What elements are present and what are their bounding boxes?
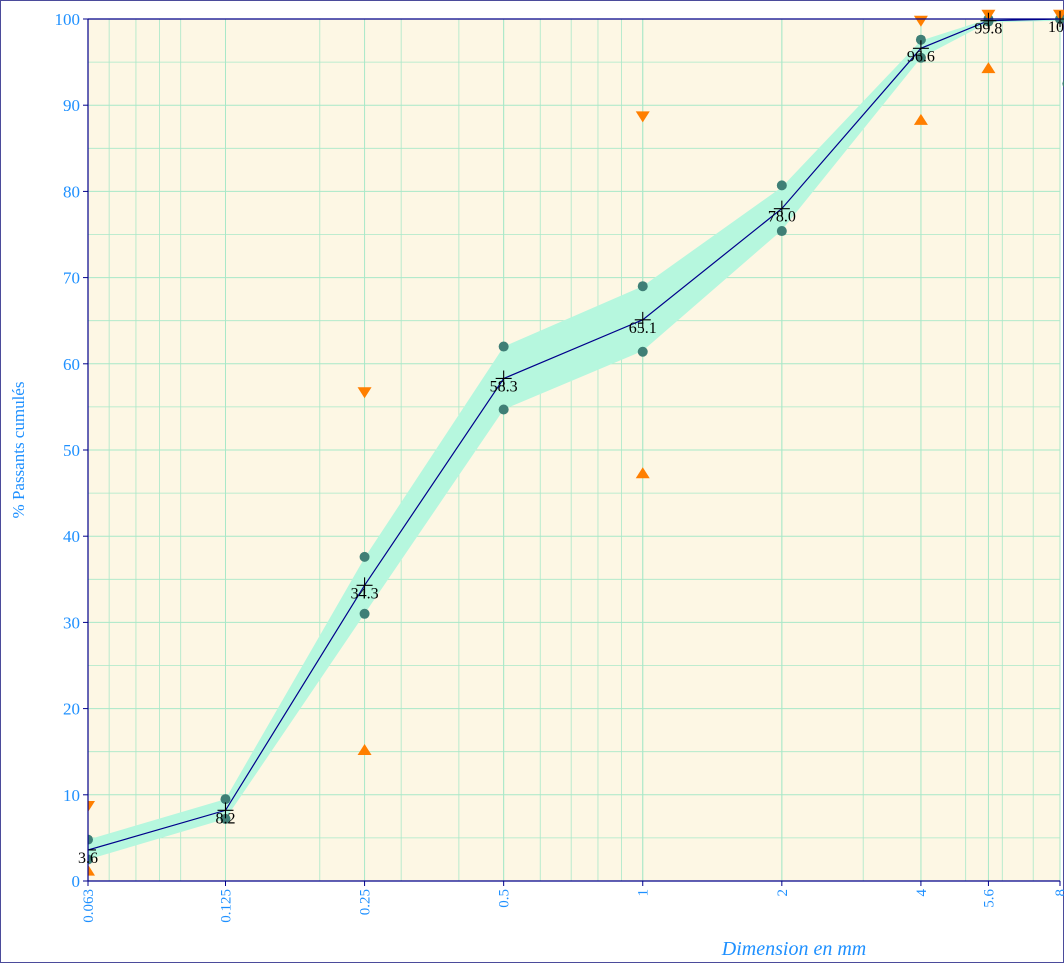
sample-point <box>777 180 787 190</box>
x-tick-label: 2 <box>775 889 791 897</box>
x-tick-label: 0.063 <box>81 889 97 923</box>
y-tick-label: 10 <box>63 786 80 805</box>
point-value-label: 3.6 <box>78 850 98 867</box>
y-tick-label: 0 <box>72 872 81 891</box>
point-value-label: 58.3 <box>490 378 518 395</box>
y-axis-label: % Passants cumulés <box>9 382 28 519</box>
sample-point <box>360 609 370 619</box>
x-tick-label: 8 <box>1053 889 1064 897</box>
x-tick-label: 0.25 <box>358 889 374 915</box>
point-value-label: 34.3 <box>351 585 379 602</box>
y-tick-label: 80 <box>63 182 80 201</box>
x-tick-label: 5.6 <box>981 889 997 908</box>
x-tick-label: 4 <box>914 889 930 897</box>
point-value-label: 8.2 <box>215 810 235 827</box>
y-tick-label: 20 <box>63 700 80 719</box>
y-tick-label: 50 <box>63 441 80 460</box>
x-tick-label: 1 <box>636 889 652 897</box>
x-tick-label: 0.5 <box>497 889 513 908</box>
sample-point <box>777 226 787 236</box>
y-tick-label: 60 <box>63 355 80 374</box>
y-tick-label: 90 <box>63 96 80 115</box>
y-tick-label: 30 <box>63 613 80 632</box>
sample-point <box>499 342 509 352</box>
x-axis-label: Dimension en mm <box>721 938 866 960</box>
point-value-label: 65.1 <box>629 320 657 337</box>
sample-point <box>360 552 370 562</box>
sample-point <box>638 347 648 357</box>
point-value-label: 96.6 <box>907 48 935 65</box>
y-tick-label: 70 <box>63 269 80 288</box>
y-tick-label: 100 <box>55 10 81 29</box>
point-value-label: 99.8 <box>974 21 1002 38</box>
x-tick-label: 0.125 <box>218 889 234 923</box>
point-value-label: 100 <box>1048 19 1064 36</box>
sample-point <box>499 404 509 414</box>
point-value-label: 78.0 <box>768 209 796 226</box>
y-tick-label: 40 <box>63 527 80 546</box>
sample-point <box>638 281 648 291</box>
